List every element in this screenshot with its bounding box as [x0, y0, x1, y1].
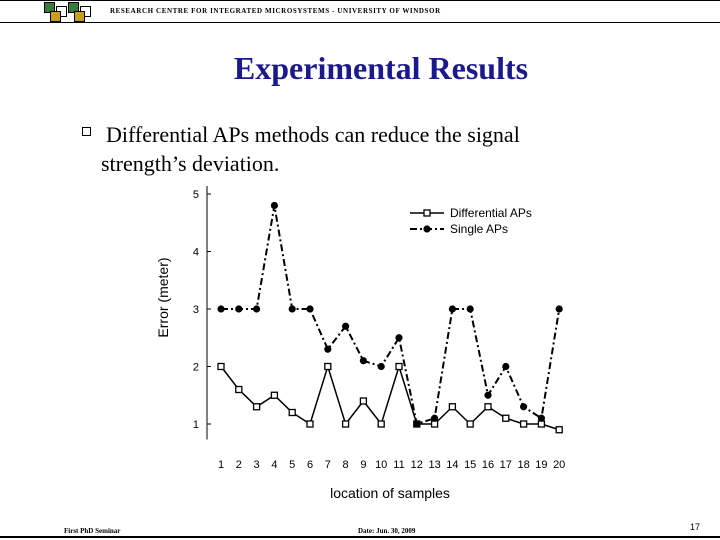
- legend-marker-0: [423, 209, 431, 217]
- single-ap-point-10: [377, 362, 385, 371]
- single-ap-point-9: [359, 357, 367, 365]
- diff-ap-point-19: [537, 420, 546, 428]
- x-tick-label-6: 6: [307, 459, 313, 471]
- x-tick-label-11: 11: [393, 459, 404, 471]
- footer-seminar: First PhD Seminar: [64, 527, 121, 535]
- university-logo: [44, 2, 96, 22]
- single-ap-point-13: [431, 414, 439, 422]
- header-top-rule: [0, 0, 720, 1]
- x-tick-label-14: 14: [446, 459, 458, 471]
- diff-ap-point-8: [341, 420, 350, 428]
- x-tick-label-8: 8: [343, 459, 349, 471]
- x-tick-label-18: 18: [517, 459, 529, 471]
- y-tick-label-4: 4: [193, 247, 199, 259]
- bullet-icon: [82, 127, 91, 136]
- y-tick-label-2: 2: [193, 362, 199, 374]
- legend-marker-1: [423, 225, 431, 233]
- diff-ap-point-5: [288, 408, 296, 417]
- single-ap-point-17: [502, 362, 510, 371]
- single-ap-point-16: [484, 391, 492, 399]
- page-number: 17: [690, 522, 701, 532]
- x-tick-label-13: 13: [428, 459, 440, 471]
- x-tick-label-17: 17: [500, 459, 512, 471]
- diff-ap-point-6: [306, 420, 314, 428]
- single-ap-point-2: [235, 305, 243, 313]
- x-tick-label-7: 7: [325, 459, 331, 471]
- x-tick-label-1: 1: [218, 459, 224, 471]
- single-ap-point-5: [288, 305, 296, 313]
- x-tick-label-4: 4: [271, 459, 277, 471]
- x-tick-label-2: 2: [236, 459, 242, 471]
- x-tick-label-9: 9: [360, 459, 366, 471]
- diff-ap-point-15: [466, 420, 474, 428]
- diff-ap-point-7: [324, 362, 332, 371]
- single-ap-point-7: [324, 345, 332, 353]
- legend-label-0: Differential APs: [450, 206, 532, 220]
- single-ap-point-4: [270, 201, 278, 210]
- x-tick-label-3: 3: [254, 459, 260, 471]
- y-tick-label-1: 1: [193, 419, 199, 431]
- slide-title: Experimental Results: [233, 50, 529, 86]
- diff-ap-point-11: [395, 362, 403, 371]
- diff-ap-point-1: [217, 362, 225, 371]
- bullet-text-content: Differential APs methods can reduce the …: [101, 122, 520, 176]
- single-ap-point-6: [306, 305, 314, 313]
- y-tick-label-5: 5: [193, 189, 199, 201]
- x-tick-label-19: 19: [535, 459, 547, 471]
- x-axis-label: location of samples: [330, 485, 450, 501]
- single-ap-point-18: [520, 403, 528, 411]
- footer-rule: [0, 536, 720, 538]
- single-ap-point-1: [217, 305, 225, 313]
- diff-ap-point-20: [555, 426, 563, 434]
- x-tick-label-5: 5: [289, 459, 295, 471]
- diff-ap-point-14: [448, 403, 457, 411]
- header-text: RESEARCH CENTRE FOR INTEGRATED MICROSYST…: [110, 7, 441, 15]
- single-ap-point-11: [395, 334, 403, 342]
- diff-ap-point-10: [377, 420, 385, 428]
- diff-ap-point-13: [430, 420, 439, 428]
- header-bottom-rule: [0, 22, 720, 23]
- single-ap-point-3: [253, 305, 261, 313]
- bullet-text: Differential APs methods can reduce the …: [101, 120, 571, 178]
- x-tick-label-16: 16: [482, 459, 494, 471]
- x-tick-label-20: 20: [553, 459, 565, 471]
- single-ap-point-8: [342, 322, 350, 330]
- diff-ap-point-3: [252, 403, 261, 411]
- footer-date: Date: Jun. 30, 2009: [358, 527, 416, 535]
- x-tick-label-10: 10: [375, 459, 387, 471]
- diff-ap-point-2: [235, 385, 243, 394]
- x-tick-label-12: 12: [411, 459, 423, 471]
- x-tick-label-15: 15: [464, 459, 476, 471]
- diff-ap-point-16: [484, 403, 492, 411]
- single-ap-point-15: [466, 305, 474, 313]
- diff-ap-point-9: [359, 397, 368, 405]
- y-axis-label: Error (meter): [155, 257, 171, 337]
- series-line-1: [221, 205, 561, 426]
- diff-ap-point-17: [502, 414, 510, 422]
- y-tick-label-3: 3: [193, 304, 199, 316]
- diff-ap-point-4: [270, 391, 279, 399]
- legend-label-1: Single APs: [450, 222, 508, 236]
- single-ap-point-12: [413, 420, 421, 428]
- single-ap-point-20: [555, 305, 563, 313]
- single-ap-point-14: [448, 305, 456, 313]
- diff-ap-point-18: [519, 420, 528, 428]
- single-ap-point-19: [537, 414, 545, 422]
